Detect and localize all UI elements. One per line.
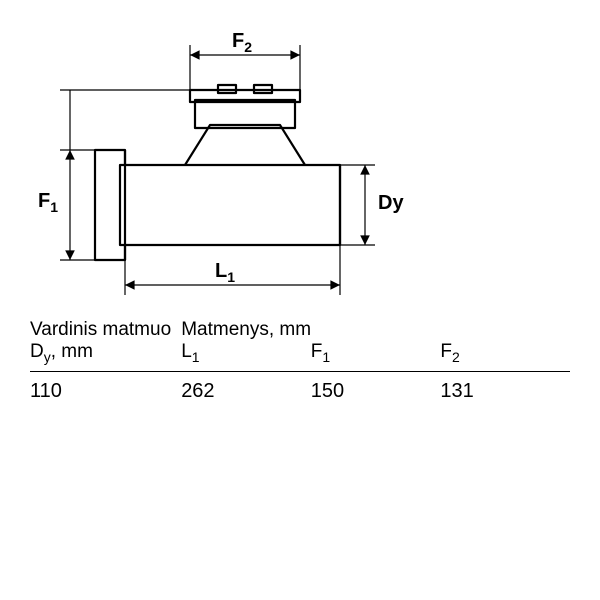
val-l1: 262 xyxy=(181,371,311,409)
label-dy: Dy xyxy=(378,192,404,215)
dimensions-table: Vardinis matmuo Matmenys, mm Dy, mm L1 F… xyxy=(30,315,570,409)
col-dy: Dy, mm xyxy=(30,341,181,371)
label-f2: F2 xyxy=(232,30,252,55)
header-group-nominal: Vardinis matmuo xyxy=(30,315,181,341)
header-group-dims: Matmenys, mm xyxy=(181,315,570,341)
val-f2: 131 xyxy=(440,371,570,409)
col-f1: F1 xyxy=(311,341,441,371)
col-f2: F2 xyxy=(440,341,570,371)
label-l1: L1 xyxy=(215,260,235,285)
col-l1: L1 xyxy=(181,341,311,371)
val-f1: 150 xyxy=(311,371,441,409)
val-dy: 110 xyxy=(30,371,181,409)
label-f1: F1 xyxy=(38,190,58,215)
figure-canvas: F2 F1 Dy L1 Vardinis matmuo Matmenys, mm… xyxy=(0,0,600,600)
pipe-fitting-drawing xyxy=(0,0,600,320)
